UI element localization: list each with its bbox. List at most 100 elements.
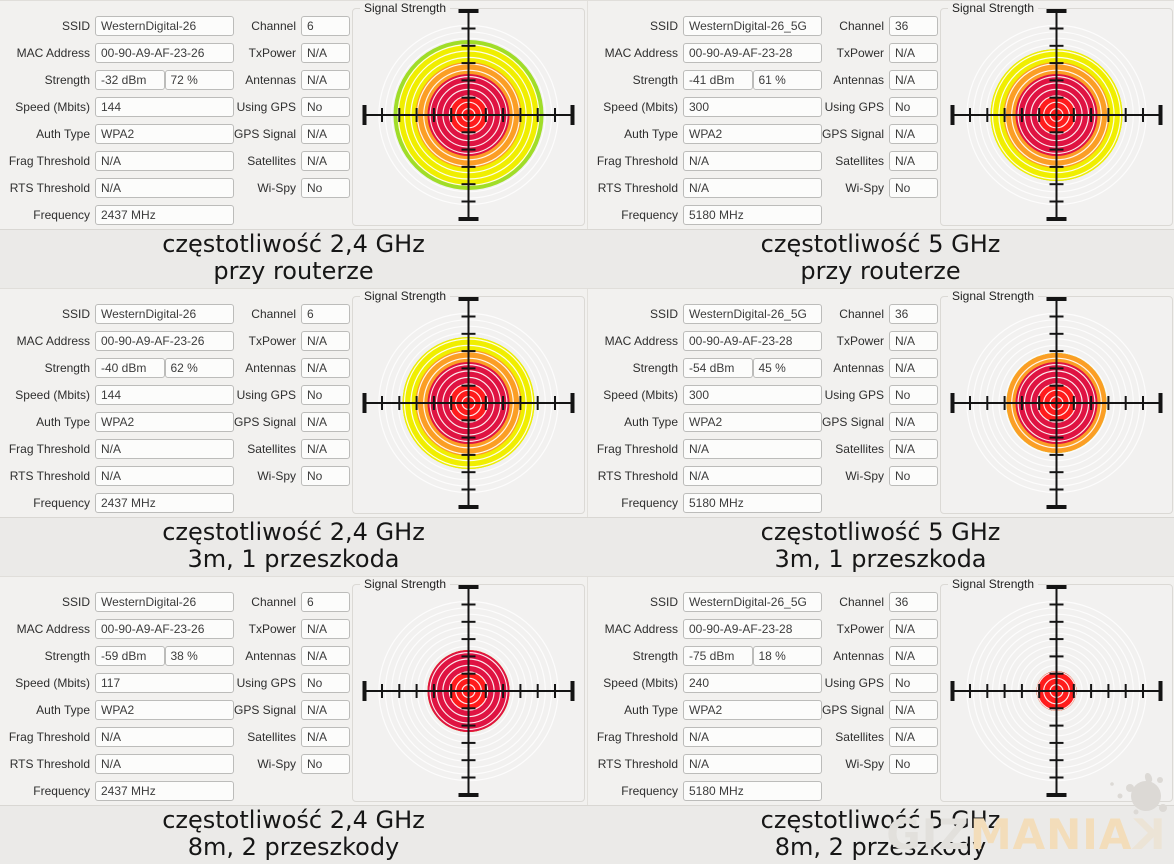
field-frag_threshold-value[interactable]: N/A [95, 726, 234, 747]
field-satellites-value[interactable]: N/A [889, 150, 938, 171]
field-frequency-value[interactable]: 2437 MHz [95, 780, 234, 801]
field-frequency-value[interactable]: 2437 MHz [95, 492, 234, 513]
field-frag_threshold-value[interactable]: N/A [683, 438, 822, 459]
field-wi_spy-value[interactable]: No [889, 753, 938, 774]
field-auth_type-value[interactable]: WPA2 [683, 123, 822, 144]
field-antennas-value[interactable]: N/A [301, 645, 350, 666]
field-strength-percent-value[interactable]: 62 % [164, 357, 234, 378]
field-channel-value[interactable]: 36 [889, 15, 938, 36]
field-rts_threshold-value[interactable]: N/A [683, 177, 822, 198]
field-auth_type-value[interactable]: WPA2 [95, 411, 234, 432]
field-antennas-value[interactable]: N/A [301, 357, 350, 378]
field-frequency-value[interactable]: 5180 MHz [683, 204, 822, 225]
field-antennas-value[interactable]: N/A [889, 357, 938, 378]
field-tx_power-value[interactable]: N/A [301, 618, 350, 639]
field-wi_spy-value[interactable]: No [301, 177, 350, 198]
field-ssid-value[interactable]: WesternDigital-26 [95, 15, 234, 36]
field-tx_power-value[interactable]: N/A [301, 42, 350, 63]
field-ssid-value[interactable]: WesternDigital-26 [95, 591, 234, 612]
field-rts_threshold-value[interactable]: N/A [683, 465, 822, 486]
field-gps_signal-value[interactable]: N/A [889, 123, 938, 144]
field-mac_address-value[interactable]: 00-90-A9-AF-23-26 [95, 330, 234, 351]
field-mac_address-value[interactable]: 00-90-A9-AF-23-28 [683, 42, 822, 63]
field-ssid-value[interactable]: WesternDigital-26 [95, 303, 234, 324]
field-gps_signal-value[interactable]: N/A [301, 699, 350, 720]
field-wi_spy-value[interactable]: No [301, 465, 350, 486]
field-speed_mbits-value[interactable]: 300 [683, 96, 822, 117]
field-mac_address-value[interactable]: 00-90-A9-AF-23-28 [683, 330, 822, 351]
field-using_gps-value[interactable]: No [301, 96, 350, 117]
field-antennas-value[interactable]: N/A [889, 645, 938, 666]
field-tx_power-value[interactable]: N/A [889, 42, 938, 63]
field-tx_power-label: TxPower [836, 333, 884, 348]
field-strength-percent-value[interactable]: 61 % [752, 69, 822, 90]
field-strength-dbm-value[interactable]: -75 dBm [683, 645, 753, 666]
field-speed_mbits-value[interactable]: 300 [683, 384, 822, 405]
field-frag_threshold-value[interactable]: N/A [683, 150, 822, 171]
field-frequency-value[interactable]: 5180 MHz [683, 780, 822, 801]
field-mac_address-value[interactable]: 00-90-A9-AF-23-26 [95, 42, 234, 63]
field-using_gps-value[interactable]: No [889, 384, 938, 405]
field-antennas-value[interactable]: N/A [889, 69, 938, 90]
field-strength-dbm-value[interactable]: -41 dBm [683, 69, 753, 90]
field-strength-percent-value[interactable]: 72 % [164, 69, 234, 90]
field-tx_power-value[interactable]: N/A [889, 618, 938, 639]
field-strength-dbm-value[interactable]: -59 dBm [95, 645, 165, 666]
field-frag_threshold-value[interactable]: N/A [683, 726, 822, 747]
field-antennas-value[interactable]: N/A [301, 69, 350, 90]
field-gps_signal-value[interactable]: N/A [301, 123, 350, 144]
field-rts_threshold-value[interactable]: N/A [95, 465, 234, 486]
field-speed_mbits-value[interactable]: 240 [683, 672, 822, 693]
field-strength-dbm-value[interactable]: -54 dBm [683, 357, 753, 378]
field-speed_mbits-value[interactable]: 144 [95, 384, 234, 405]
caption-line2: 8m, 2 przeszkody [187, 833, 400, 861]
field-frequency-value[interactable]: 2437 MHz [95, 204, 234, 225]
field-rts_threshold-value[interactable]: N/A [683, 753, 822, 774]
field-rts_threshold-value[interactable]: N/A [95, 177, 234, 198]
field-mac_address-value[interactable]: 00-90-A9-AF-23-28 [683, 618, 822, 639]
field-wi_spy-value[interactable]: No [889, 177, 938, 198]
field-using_gps-value[interactable]: No [301, 384, 350, 405]
field-frequency-value[interactable]: 5180 MHz [683, 492, 822, 513]
field-wi_spy-value[interactable]: No [301, 753, 350, 774]
field-satellites-value[interactable]: N/A [301, 726, 350, 747]
field-satellites-value[interactable]: N/A [889, 726, 938, 747]
field-gps_signal-value[interactable]: N/A [301, 411, 350, 432]
field-strength-percent-value[interactable]: 38 % [164, 645, 234, 666]
field-strength-percent-value[interactable]: 18 % [752, 645, 822, 666]
field-auth_type-value[interactable]: WPA2 [683, 699, 822, 720]
field-auth_type-value[interactable]: WPA2 [95, 699, 234, 720]
field-ssid-value[interactable]: WesternDigital-26_5G [683, 591, 822, 612]
field-gps_signal-value[interactable]: N/A [889, 411, 938, 432]
field-rts_threshold-value[interactable]: N/A [95, 753, 234, 774]
field-satellites-value[interactable]: N/A [889, 438, 938, 459]
field-strength: Strength -32 dBm 72 % [6, 66, 234, 93]
field-using_gps-value[interactable]: No [301, 672, 350, 693]
field-tx_power-value[interactable]: N/A [889, 330, 938, 351]
field-strength-dbm-value[interactable]: -32 dBm [95, 69, 165, 90]
field-ssid-value[interactable]: WesternDigital-26_5G [683, 15, 822, 36]
field-channel-value[interactable]: 6 [301, 591, 350, 612]
field-ssid-value[interactable]: WesternDigital-26_5G [683, 303, 822, 324]
field-channel-value[interactable]: 6 [301, 15, 350, 36]
caption-row-1: częstotliwość 2,4 GHz przy routerze często… [0, 230, 1174, 288]
field-frag_threshold-value[interactable]: N/A [95, 150, 234, 171]
field-wi_spy-value[interactable]: No [889, 465, 938, 486]
field-channel-value[interactable]: 36 [889, 591, 938, 612]
field-auth_type-value[interactable]: WPA2 [683, 411, 822, 432]
field-auth_type-value[interactable]: WPA2 [95, 123, 234, 144]
field-speed_mbits-value[interactable]: 117 [95, 672, 234, 693]
field-satellites-value[interactable]: N/A [301, 150, 350, 171]
field-channel-value[interactable]: 36 [889, 303, 938, 324]
field-gps_signal-value[interactable]: N/A [889, 699, 938, 720]
field-strength-dbm-value[interactable]: -40 dBm [95, 357, 165, 378]
field-channel-value[interactable]: 6 [301, 303, 350, 324]
field-using_gps-value[interactable]: No [889, 672, 938, 693]
field-mac_address-value[interactable]: 00-90-A9-AF-23-26 [95, 618, 234, 639]
field-satellites-value[interactable]: N/A [301, 438, 350, 459]
field-speed_mbits-value[interactable]: 144 [95, 96, 234, 117]
field-tx_power-value[interactable]: N/A [301, 330, 350, 351]
field-strength-percent-value[interactable]: 45 % [752, 357, 822, 378]
field-using_gps-value[interactable]: No [889, 96, 938, 117]
field-frag_threshold-value[interactable]: N/A [95, 438, 234, 459]
